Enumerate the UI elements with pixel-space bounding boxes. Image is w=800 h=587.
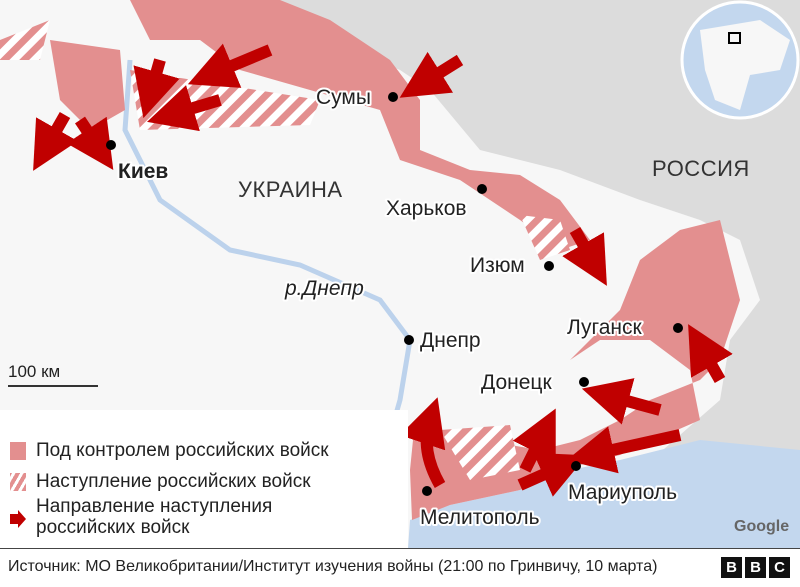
arrow <box>187 43 273 88</box>
footer: Источник: МО Великобритании/Институт изу… <box>0 548 800 587</box>
arrow <box>581 378 662 425</box>
svg-text:Донецк: Донецк <box>481 371 552 394</box>
arrow-icon <box>10 510 26 528</box>
city-kyiv: Киев <box>106 140 170 185</box>
city-izium: Изюм <box>468 252 554 279</box>
svg-text:Сумы: Сумы <box>316 86 371 109</box>
arrow <box>399 51 464 98</box>
russia-label: РОССИЯ <box>652 156 750 181</box>
google-attribution: Google <box>734 518 790 535</box>
svg-text:Изюм: Изюм <box>470 254 525 277</box>
bbc-logo-letter: B <box>745 557 766 578</box>
legend-advance-label: Наступление российских войск <box>36 471 311 492</box>
bbc-logo-letter: B <box>721 557 742 578</box>
city-luhansk: Луганск <box>565 314 683 341</box>
advance-area <box>440 425 520 480</box>
scale-label: 100 км <box>8 362 61 381</box>
advance-area <box>520 215 570 260</box>
city-sumy: Сумы <box>314 84 398 111</box>
svg-text:Мелитополь: Мелитополь <box>420 506 540 529</box>
arrow <box>562 227 607 286</box>
svg-text:Днепр: Днепр <box>420 329 481 352</box>
city-kharkiv: Харьков <box>384 184 487 222</box>
locator-globe <box>680 0 800 120</box>
legend-controlled-label: Под контролем российских войск <box>36 440 329 461</box>
arrow <box>512 408 556 473</box>
scale-bar: 100 км <box>8 362 98 387</box>
arrow <box>33 112 78 171</box>
legend: Под контролем российских войск Наступлен… <box>0 410 408 548</box>
svg-text:Киев: Киев <box>118 160 168 183</box>
svg-text:Харьков: Харьков <box>386 197 467 220</box>
russia-territory <box>220 0 800 548</box>
controlled-swatch <box>10 442 26 460</box>
dnipro-river <box>122 59 413 471</box>
svg-text:Мариуполь: Мариуполь <box>568 481 677 504</box>
city-donetsk: Донецк <box>479 369 589 396</box>
arrow <box>566 426 682 474</box>
source-text: Источник: МО Великобритании/Институт изу… <box>8 558 658 575</box>
advance-swatch <box>10 473 26 491</box>
legend-advance: Наступление российских войск <box>10 471 311 492</box>
arrow <box>147 85 222 132</box>
city-mariupol: Мариуполь <box>566 461 679 506</box>
arrow <box>66 116 114 170</box>
advance-area <box>0 20 50 60</box>
occupied-area <box>50 40 125 130</box>
city-dnipro: Днепр <box>404 327 483 354</box>
scale-line <box>8 385 98 387</box>
arrow <box>688 324 733 383</box>
sea <box>408 440 800 548</box>
legend-direction-label: Направление наступления российских войск <box>36 496 273 538</box>
ukraine-label: УКРАИНА <box>238 177 343 202</box>
arrow <box>399 397 446 488</box>
advance-arrows <box>33 43 733 497</box>
city-melitopol: Мелитополь <box>418 486 542 531</box>
arrow <box>517 452 587 497</box>
svg-text:Луганск: Луганск <box>567 316 642 339</box>
legend-direction: Направление наступления российских войск <box>10 496 370 538</box>
bbc-logo-letter: C <box>769 557 790 578</box>
river-label: р.Днепр <box>284 277 364 300</box>
bbc-logo: B B C <box>721 557 790 578</box>
legend-controlled: Под контролем российских войск <box>10 440 329 461</box>
